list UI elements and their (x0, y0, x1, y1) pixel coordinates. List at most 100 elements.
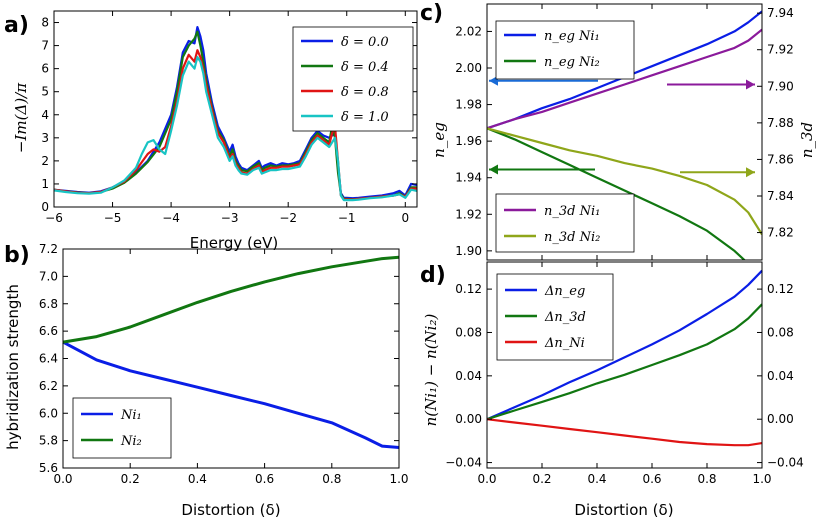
panel-c-legend-top-label: n_eg Ni₁ (544, 29, 600, 44)
panel-a-legend-frame (292, 26, 414, 132)
panel-c-yr-ticklabel: 7.92 (767, 43, 794, 57)
panel-c-right-series-0 (487, 28, 762, 130)
panel-a-x-ticklabel: −4 (162, 211, 180, 225)
panel-d-yr-ticklabel: 0.04 (767, 369, 794, 383)
panel-d-yl-ticklabel: 0.04 (455, 369, 482, 383)
panel-c-yr-ticklabel: 7.88 (767, 116, 794, 130)
panel-label-c: c) (420, 1, 443, 26)
panel-b-y-ticklabel: 6.0 (39, 406, 58, 420)
panel-b-x-ticklabel: 0.2 (121, 472, 140, 486)
panel-d-yr-ticklabel: 0.12 (767, 282, 794, 296)
panel-a-legend-label: δ = 0.4 (341, 60, 389, 75)
panel-a-y-ticklabel: 0 (41, 200, 49, 214)
panel-c-yl-ticklabel: 1.90 (455, 244, 482, 258)
panel-c-yl-ticklabel: 1.98 (455, 98, 482, 112)
panel-c-plot (487, 10, 762, 260)
panel-d-xlabel: Distortion (δ) (574, 501, 673, 519)
panel-d-legend-label: Δn_Ni (544, 336, 585, 351)
panel-a-y-ticklabel: 1 (41, 177, 49, 191)
panel-a-x-ticklabel: −1 (338, 211, 356, 225)
panel-a-x-ticklabel: −2 (279, 211, 297, 225)
panel-b-y-ticklabel: 5.8 (39, 434, 58, 448)
panel-c-legend-bottom-frame (495, 193, 635, 253)
panel-b-xlabel: Distortion (δ) (181, 501, 280, 519)
panel-b-series-0 (62, 340, 400, 449)
panel-c-yr-ticklabel: 7.90 (767, 79, 794, 93)
panel-d-x-ticklabel: 0.4 (587, 472, 606, 486)
panel-a-y-ticklabel: 3 (41, 131, 49, 145)
panel-a-series-3 (53, 55, 418, 202)
panel-b-y-ticklabel: 7.2 (39, 242, 58, 256)
panel-c-yl-ticklabel: 1.92 (455, 207, 482, 221)
panel-a-legend-label: δ = 0.8 (341, 85, 389, 100)
panel-a-legend-label: δ = 1.0 (341, 110, 389, 125)
panel-label-b: b) (4, 243, 30, 268)
panel-c-yl-ticklabel: 1.94 (455, 171, 482, 185)
panel-a-legend-label: δ = 0.0 (341, 35, 389, 50)
panel-c-ylabel-right: n_3d (798, 122, 816, 158)
panel-c-right-series-1 (487, 127, 762, 235)
panel-c-legend-bottom-label: n_3d Ni₂ (544, 230, 600, 245)
panel-c-yr-ticklabel: 7.82 (767, 226, 794, 240)
panel-label-a: a) (4, 13, 29, 38)
panel-a-ylabel: −Im(Δ)/π (12, 82, 30, 153)
plot-layer: −6 −5 −4 −3 −2 −1 0 0 1 2 3 4 5 6 7 8 δ = 0.0 δ = 0.4 δ = … (39, 3, 804, 486)
panel-b-legend-label: Ni₂ (120, 434, 142, 449)
panel-d-yl-ticklabel: −0.04 (445, 456, 482, 470)
panel-c-left-series-0 (487, 10, 762, 130)
panel-b-y-ticklabel: 6.4 (39, 352, 58, 366)
panel-a-y-ticklabel: 2 (41, 154, 49, 168)
panel-a-x-ticklabel: −5 (104, 211, 122, 225)
panel-c-frame (486, 3, 763, 261)
panel-a-y-ticklabel: 8 (41, 16, 49, 30)
panel-label-d: d) (420, 263, 446, 288)
panel-d-x-ticklabel: 0.6 (642, 472, 661, 486)
panel-b-x-ticklabel: 0.6 (255, 472, 274, 486)
panel-c-yr-ticklabel: 7.94 (767, 6, 794, 20)
panel-c-yr-ticklabel: 7.84 (767, 189, 794, 203)
panel-a-x-ticklabel: 0 (401, 211, 409, 225)
panel-d-x-ticklabel: 0.2 (532, 472, 551, 486)
panel-d-yl-ticklabel: 0.12 (455, 282, 482, 296)
panel-a-x-ticklabel: −6 (45, 211, 63, 225)
panel-b-ylabel: hybridization strength (4, 284, 22, 450)
panel-a-x-ticklabel: −3 (221, 211, 239, 225)
panel-a-y-ticklabel: 7 (41, 39, 49, 53)
panel-c-legend-top-frame (495, 20, 635, 80)
panel-c-yl-ticklabel: 2.02 (455, 24, 482, 38)
panel-a-y-ticklabel: 5 (41, 85, 49, 99)
panel-b-legend-frame (72, 397, 172, 459)
panel-d-series-2 (486, 418, 763, 447)
panel-c-ylabel-left: n_eg (430, 122, 448, 158)
panel-d-yr-ticklabel: 0.08 (767, 325, 794, 339)
panel-b-y-ticklabel: 6.2 (39, 379, 58, 393)
panel-b-y-ticklabel: 5.6 (39, 461, 58, 475)
panel-d-yl-ticklabel: 0.08 (455, 325, 482, 339)
panel-d-ylabel: n(Ni₁) − n(Ni₂) (422, 314, 440, 427)
panel-c-arrow-neg-ni2-head (489, 164, 498, 175)
panel-b-y-ticklabel: 6.8 (39, 297, 58, 311)
panel-b-x-ticklabel: 0.0 (53, 472, 72, 486)
panel-d-frame (486, 261, 763, 469)
panel-c-arrow-n3d-ni2-head (746, 167, 755, 178)
panel-c-legend-top-label: n_eg Ni₂ (544, 55, 600, 70)
panel-d-x-ticklabel: 1.0 (752, 472, 771, 486)
panel-c-yl-ticklabel: 2.00 (455, 61, 482, 75)
panel-c-arrow-n3d-ni1-head (746, 79, 755, 90)
panel-a-frame (53, 10, 418, 208)
panel-c-legend-bottom-label: n_3d Ni₁ (544, 204, 600, 219)
panel-b-y-ticklabel: 6.6 (39, 324, 58, 338)
panel-a-y-ticklabel: 4 (41, 108, 49, 122)
panel-c-yr-ticklabel: 7.86 (767, 152, 794, 166)
panel-b-x-ticklabel: 0.4 (188, 472, 207, 486)
panel-d-x-ticklabel: 0.8 (697, 472, 716, 486)
panel-d-legend-label: Δn_3d (544, 310, 586, 325)
panel-d-yr-ticklabel: 0.00 (767, 412, 794, 426)
panel-a-y-ticklabel: 6 (41, 62, 49, 76)
panel-a-xlabel: Energy (eV) (190, 234, 278, 252)
panel-b-legend-label: Ni₁ (120, 408, 142, 423)
panel-d-legend-label: Δn_eg (544, 284, 585, 299)
panel-d-series-0 (486, 269, 763, 421)
